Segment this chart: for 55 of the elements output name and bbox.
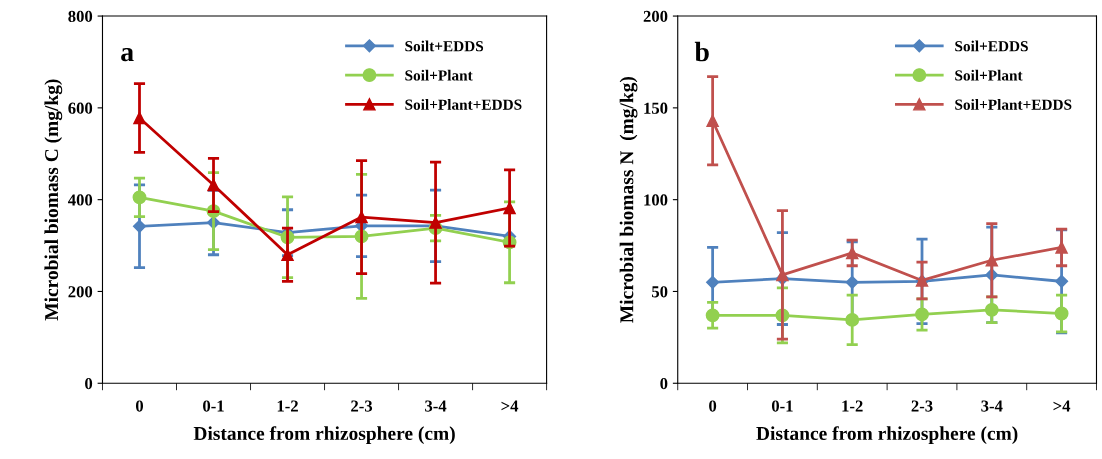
point bbox=[207, 178, 220, 192]
annotation: a bbox=[121, 48, 134, 62]
x-tick-label: >4 bbox=[1053, 400, 1071, 412]
point bbox=[706, 275, 720, 289]
point bbox=[845, 312, 860, 327]
x-tick-label: 1-2 bbox=[277, 400, 298, 412]
y-tick-label: 150 bbox=[644, 102, 668, 114]
y-tick-label: 100 bbox=[644, 194, 668, 206]
x-tick-label: 0-1 bbox=[203, 400, 224, 412]
y-tick-label: 0 bbox=[85, 377, 93, 390]
point bbox=[133, 111, 146, 125]
point bbox=[429, 216, 442, 229]
x-tick-label: 3-4 bbox=[425, 400, 447, 412]
legend-label: Soil+EDDS bbox=[955, 40, 1028, 52]
x-tick-label: 1-2 bbox=[842, 400, 863, 412]
point bbox=[355, 210, 368, 224]
y-tick-label: 600 bbox=[68, 102, 93, 114]
y-axis-title: Microbial biomass C (mg/kg) bbox=[44, 79, 63, 321]
point bbox=[845, 275, 859, 289]
point bbox=[706, 114, 719, 127]
point bbox=[984, 302, 999, 317]
point bbox=[1055, 241, 1068, 254]
legend-label: Soil+Plant bbox=[405, 69, 473, 81]
point bbox=[705, 308, 720, 323]
point bbox=[776, 268, 789, 282]
y-tick-label: 800 bbox=[68, 10, 93, 23]
y-axis-title: Microbial biomass N (mg/kg) bbox=[619, 77, 638, 323]
legend-label: Soil+Plant+EDDS bbox=[955, 99, 1072, 110]
legend-label: Soil+Plant+EDDS bbox=[405, 99, 522, 110]
point bbox=[1054, 306, 1069, 321]
y-tick-label: 50 bbox=[652, 286, 668, 298]
legend-label: Soilt+EDDS bbox=[405, 40, 484, 52]
x-tick-label: 0 bbox=[709, 400, 717, 412]
y-tick-label: 0 bbox=[660, 377, 668, 390]
point bbox=[132, 190, 147, 205]
y-tick-label: 400 bbox=[67, 194, 93, 206]
annotation: b bbox=[694, 41, 709, 62]
x-tick-label: 3-4 bbox=[981, 400, 1003, 412]
x-tick-label: 2-3 bbox=[351, 400, 373, 412]
y-tick-label: 200 bbox=[68, 286, 93, 298]
x-tick-label: 0-1 bbox=[771, 400, 793, 412]
x-tick-label: 0 bbox=[135, 400, 144, 412]
point bbox=[281, 248, 294, 261]
x-tick-label: 2-3 bbox=[911, 400, 933, 412]
point bbox=[985, 254, 999, 267]
y-tick-label: 200 bbox=[643, 10, 668, 23]
point bbox=[1055, 274, 1069, 288]
point bbox=[132, 219, 147, 233]
x-tick-label: >4 bbox=[501, 400, 519, 412]
legend-label: Soil+Plant bbox=[955, 69, 1023, 81]
point bbox=[503, 201, 516, 215]
point bbox=[845, 246, 859, 260]
point bbox=[915, 307, 929, 322]
x-axis-title: Distance from rhizosphere (cm) bbox=[756, 426, 1018, 444]
x-axis-title: Distance from rhizosphere (cm) bbox=[193, 426, 455, 444]
